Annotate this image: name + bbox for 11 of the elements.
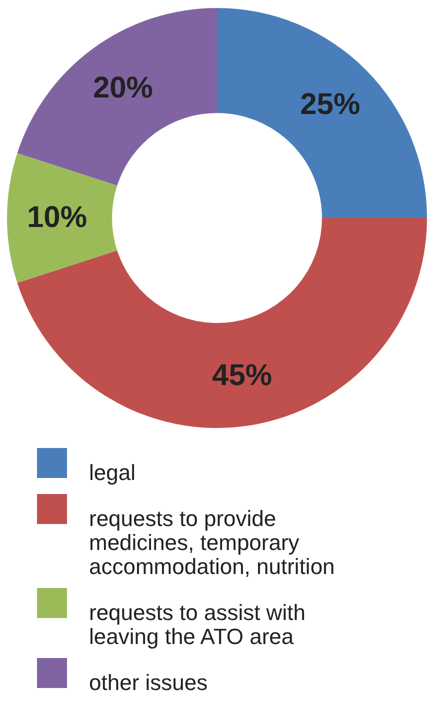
data-label: 10% [26,201,88,234]
donut-slice [17,8,217,186]
legend-label: other issues [89,670,208,695]
data-label: 25% [300,88,360,121]
legend-label: legal [89,460,136,485]
data-label: 20% [92,72,153,105]
donut-slice [217,8,427,218]
legend-label: requests to assist with leaving the ATO area [89,600,306,649]
legend-label: requests to provide medicines, temporary accommodation, nutrition [89,506,335,579]
donut-slice [7,153,118,283]
data-label: 45% [212,359,272,392]
